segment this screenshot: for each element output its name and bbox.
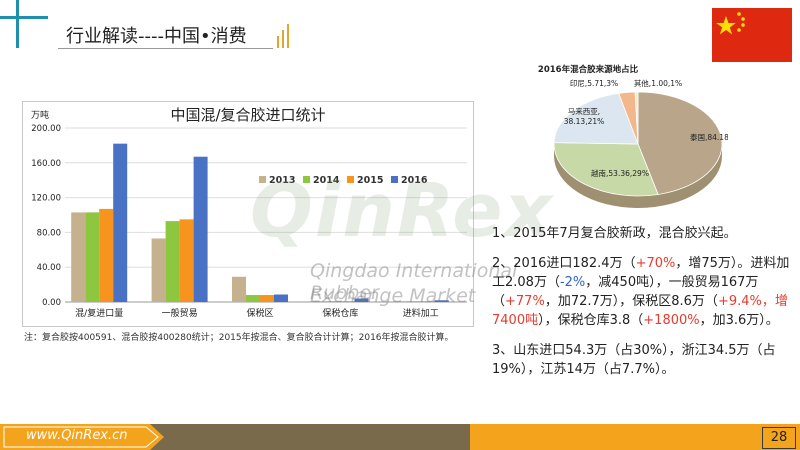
corner-accent-horizontal <box>0 16 48 19</box>
y-tick-label: 40.00 <box>37 263 61 273</box>
bar-2014 <box>165 221 180 302</box>
title-bars-decoration <box>275 22 295 48</box>
bar-2015 <box>340 301 355 302</box>
b2-highlight-3: +77% <box>505 294 545 309</box>
pie-chart-title: 2016年混合胶来源地占比 <box>538 64 639 75</box>
x-category-label: 混/复进口量 <box>75 307 123 319</box>
pie-slice-label: 越南,53.36,29% <box>591 168 649 178</box>
import-bar-chart: 中国混/复合胶进口统计 万吨 0.00 40.00 80.00 120.00 160.00 2… <box>31 106 467 319</box>
bar-2014 <box>246 295 260 302</box>
y-tick-label: 120.00 <box>31 194 61 204</box>
analysis-bullets: 1、2015年7月复合胶新政，混合胶兴起。 2、2016进口182.4万（+70… <box>492 224 794 390</box>
b2-text-i: ），保税仓库3.8（ <box>538 313 644 328</box>
legend-label-2014: 2014 <box>313 175 340 186</box>
footer-url-link[interactable]: www.QinRex.cn <box>26 428 128 443</box>
bar-2014 <box>406 301 421 302</box>
pie-slice <box>637 91 723 195</box>
bar-2016 <box>274 294 288 302</box>
bar-2015 <box>260 295 274 302</box>
pie-slice-label: 印尼,5.71,3% <box>570 79 618 88</box>
bar-2013 <box>392 301 407 302</box>
x-category-label: 进料加工 <box>403 307 439 319</box>
bar-2016 <box>434 300 449 302</box>
bullet-1: 1、2015年7月复合胶新政，混合胶兴起。 <box>492 226 737 241</box>
pie-slice <box>553 92 639 145</box>
pie-side <box>554 144 722 208</box>
legend-swatch-2013 <box>259 176 266 183</box>
title-underline <box>58 48 273 49</box>
b2-highlight-4: +9.4%，增7400吨 <box>492 294 788 328</box>
b2-highlight-2: -2% <box>559 275 586 290</box>
legend-swatch-2014 <box>303 176 310 183</box>
pie-slice-label: 其他,1.00,1% <box>634 78 682 88</box>
bar-2014 <box>85 212 100 302</box>
corner-accent-vertical <box>16 0 19 48</box>
x-category-label: 保税仓库 <box>322 307 358 319</box>
legend-swatch-2015 <box>347 176 354 183</box>
legend-label-2013: 2013 <box>269 175 295 186</box>
pie-slice-label: 马来西亚, 38.13,21% <box>564 107 605 126</box>
page-title: 行业解读----中国•消费 <box>66 26 247 47</box>
china-flag-icon <box>712 8 792 62</box>
x-category-label: 保税区 <box>246 307 273 319</box>
bullet-3: 3、山东进口54.3万（占30%），浙江34.5万（占19%），江苏14万（占7… <box>492 343 776 377</box>
pie-slice <box>553 142 659 197</box>
bar-2013 <box>312 301 327 302</box>
bar-2013 <box>151 238 166 302</box>
bar-2016 <box>113 143 128 302</box>
y-tick-label: 0.00 <box>42 298 61 308</box>
b2-highlight-1: +70% <box>635 256 676 271</box>
x-category-label: 一般贸易 <box>162 307 198 319</box>
bullet-2: 2、2016进口182.4万（+70%，增75万）。进料加工2.08万（-2%，… <box>492 254 794 330</box>
bar-chart-title: 中国混/复合胶进口统计 <box>170 106 325 124</box>
page-number: 28 <box>762 427 796 449</box>
b2-text-g: ，加72.7万），保税区8.6万（ <box>544 294 718 309</box>
legend-label-2015: 2015 <box>357 175 383 186</box>
b2-highlight-5: +1800% <box>643 313 700 328</box>
bar-2016 <box>193 156 208 302</box>
footer-url-tag <box>0 424 164 450</box>
y-tick-label: 80.00 <box>37 228 61 238</box>
legend-swatch-2016 <box>391 176 398 183</box>
b2-text-c: ，增75万）。进料加工2.08万（ <box>492 256 790 290</box>
b2-text-k: ，加3.6万）。 <box>699 313 779 328</box>
y-axis-unit-label: 万吨 <box>31 109 49 121</box>
pie-slice <box>634 91 639 145</box>
bar-2014 <box>326 301 341 302</box>
bar-2013 <box>232 276 246 302</box>
y-tick-label: 200.00 <box>31 124 61 134</box>
bar-2016 <box>354 298 369 302</box>
bar-chart-frame: 中国混/复合胶进口统计 万吨 0.00 40.00 80.00 120.00 160.00 2… <box>22 101 474 327</box>
bar-2013 <box>71 212 86 302</box>
chart-footnote: 注：复合胶按400591、混合胶按400280统计；2015年按混合、复合胶合计… <box>24 333 454 343</box>
bar-2015 <box>99 208 114 302</box>
y-tick-label: 160.00 <box>31 159 61 169</box>
bar-2015 <box>420 301 435 302</box>
b2-text-e: ，减450吨），一般贸易167万（ <box>492 275 759 309</box>
b2-text-a: 2、2016进口182.4万（ <box>492 256 636 271</box>
bar-2015 <box>179 219 194 302</box>
pie-slice-label: 泰国,84.18,46% <box>690 132 728 142</box>
legend-label-2016: 2016 <box>401 175 428 186</box>
